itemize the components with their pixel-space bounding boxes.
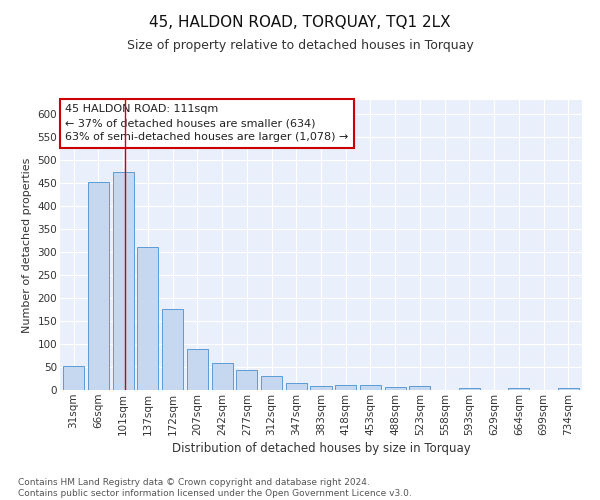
Bar bbox=[212, 364, 233, 390]
Bar bbox=[113, 172, 134, 390]
Bar bbox=[63, 366, 84, 390]
Bar bbox=[137, 247, 158, 390]
Bar bbox=[236, 370, 257, 390]
Text: Size of property relative to detached houses in Torquay: Size of property relative to detached ho… bbox=[127, 39, 473, 52]
Text: 45 HALDON ROAD: 111sqm
← 37% of detached houses are smaller (634)
63% of semi-de: 45 HALDON ROAD: 111sqm ← 37% of detached… bbox=[65, 104, 349, 142]
Text: Contains HM Land Registry data © Crown copyright and database right 2024.
Contai: Contains HM Land Registry data © Crown c… bbox=[18, 478, 412, 498]
Bar bbox=[385, 387, 406, 390]
Bar bbox=[286, 383, 307, 390]
Bar bbox=[88, 182, 109, 390]
Bar bbox=[360, 386, 381, 390]
Bar bbox=[162, 310, 183, 390]
X-axis label: Distribution of detached houses by size in Torquay: Distribution of detached houses by size … bbox=[172, 442, 470, 455]
Bar bbox=[335, 386, 356, 390]
Bar bbox=[310, 386, 332, 390]
Bar bbox=[459, 388, 480, 390]
Text: 45, HALDON ROAD, TORQUAY, TQ1 2LX: 45, HALDON ROAD, TORQUAY, TQ1 2LX bbox=[149, 15, 451, 30]
Bar bbox=[558, 388, 579, 390]
Y-axis label: Number of detached properties: Number of detached properties bbox=[22, 158, 32, 332]
Bar bbox=[187, 350, 208, 390]
Bar bbox=[409, 386, 430, 390]
Bar bbox=[508, 388, 529, 390]
Bar bbox=[261, 376, 282, 390]
